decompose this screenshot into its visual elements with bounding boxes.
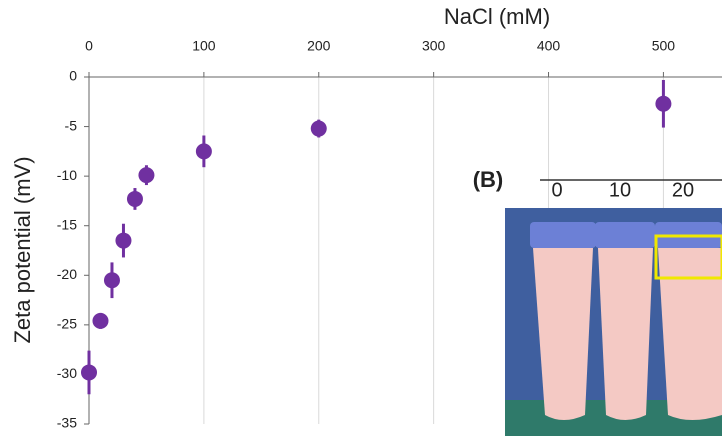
- point: [126, 190, 143, 207]
- y-tick-label: -25: [57, 316, 77, 332]
- y-tick-label: -15: [57, 216, 77, 232]
- point: [655, 95, 672, 112]
- tube-cap: [595, 222, 655, 248]
- tube-label: 10: [609, 179, 631, 201]
- y-tick-label: -20: [57, 266, 77, 282]
- inset-label: (B): [473, 167, 504, 192]
- point: [115, 232, 132, 249]
- x-tick-label: 300: [422, 38, 446, 54]
- tube-cap: [530, 222, 596, 248]
- point: [81, 364, 97, 381]
- x-tick-label: 200: [307, 38, 331, 54]
- point: [92, 312, 109, 329]
- y-tick-label: -10: [57, 167, 77, 183]
- point: [103, 272, 120, 289]
- x-tick-label: 100: [192, 38, 216, 54]
- x-axis-title: NaCl (mM): [444, 4, 550, 29]
- tube: [598, 248, 653, 420]
- point: [138, 167, 155, 184]
- tube-label: 20: [672, 179, 694, 201]
- x-tick-label: 400: [537, 38, 561, 54]
- highlight-box: [654, 234, 722, 280]
- y-tick-label: -5: [65, 117, 78, 133]
- x-tick-label: 500: [652, 38, 676, 54]
- y-tick-label: -35: [57, 415, 77, 431]
- tube: [533, 248, 593, 420]
- tube: [658, 248, 722, 420]
- tube-label: 0: [551, 179, 562, 201]
- x-tick-label: 0: [85, 38, 93, 54]
- inset: (B) 0 10 20: [473, 167, 722, 436]
- y-tick-label: 0: [69, 68, 77, 84]
- y-axis-title: Zeta potential (mV): [10, 156, 35, 343]
- point: [310, 120, 327, 137]
- y-tick-label: -30: [57, 365, 77, 381]
- point: [195, 143, 212, 160]
